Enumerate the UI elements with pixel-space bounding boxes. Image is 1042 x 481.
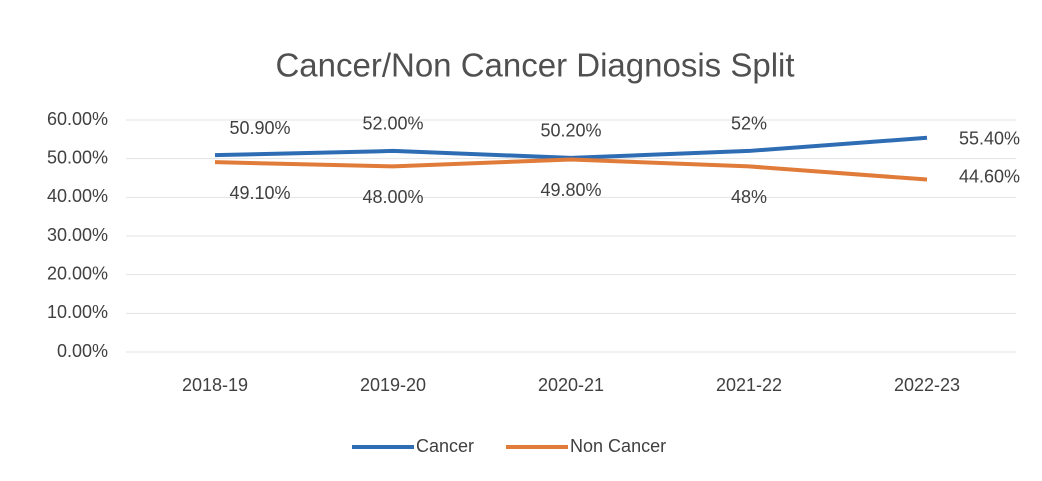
y-tick-label: 10.00% bbox=[47, 302, 108, 322]
y-tick-label: 50.00% bbox=[47, 147, 108, 167]
data-label: 48.00% bbox=[362, 187, 423, 207]
series-line bbox=[214, 157, 928, 182]
x-tick-label: 2019-20 bbox=[360, 375, 426, 395]
y-tick-label: 40.00% bbox=[47, 186, 108, 206]
legend-label: Non Cancer bbox=[570, 436, 666, 456]
data-label: 55.40% bbox=[959, 129, 1020, 149]
y-tick-label: 30.00% bbox=[47, 225, 108, 245]
x-tick-label: 2018-19 bbox=[182, 375, 248, 395]
legend-label: Cancer bbox=[416, 436, 474, 456]
y-tick-label: 0.00% bbox=[57, 341, 108, 361]
x-tick-label: 2022-23 bbox=[894, 375, 960, 395]
data-label: 50.90% bbox=[229, 118, 290, 138]
x-tick-label: 2020-21 bbox=[538, 375, 604, 395]
data-label: 50.20% bbox=[540, 121, 601, 141]
data-label: 52.00% bbox=[362, 114, 423, 134]
y-tick-label: 60.00% bbox=[47, 109, 108, 129]
data-label: 52% bbox=[731, 114, 767, 134]
x-tick-label: 2021-22 bbox=[716, 375, 782, 395]
chart-title: Cancer/Non Cancer Diagnosis Split bbox=[275, 47, 794, 84]
data-label: 49.10% bbox=[229, 183, 290, 203]
y-tick-label: 20.00% bbox=[47, 263, 108, 283]
data-label: 49.80% bbox=[540, 180, 601, 200]
data-label: 44.60% bbox=[959, 166, 1020, 186]
data-label: 48% bbox=[731, 187, 767, 207]
